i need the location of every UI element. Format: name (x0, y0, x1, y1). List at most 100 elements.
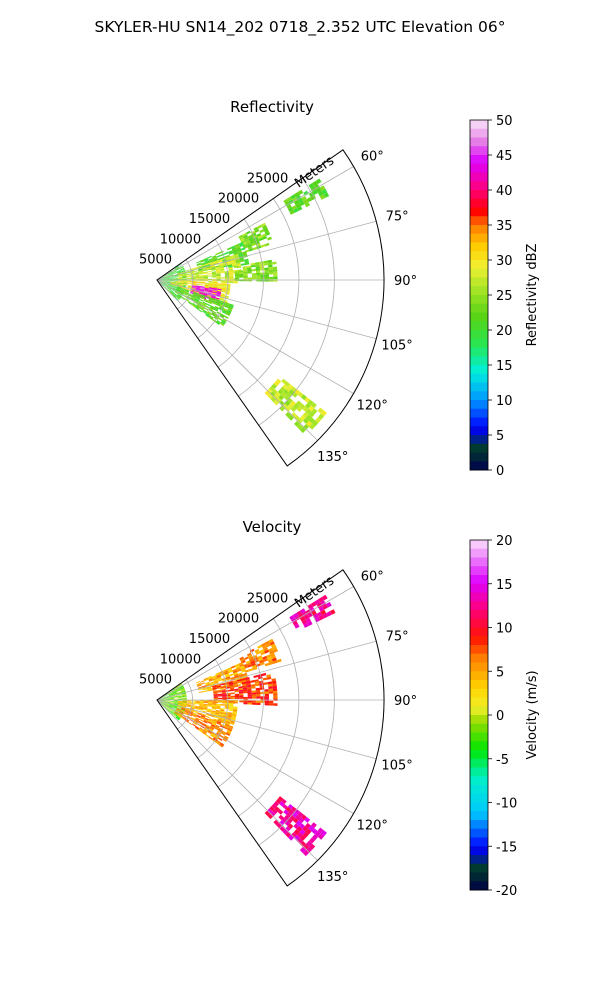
echo-cell-6 (217, 283, 223, 286)
echo-cell-2 (268, 647, 274, 652)
echo-cell-0 (168, 285, 173, 288)
echo-cell-6 (187, 286, 192, 289)
echo-cell-1 (322, 613, 328, 619)
echo-cell-5 (247, 269, 252, 272)
echo-cell-6 (194, 719, 199, 723)
echo-cell-0 (165, 701, 170, 702)
echo-cell-2 (255, 663, 261, 667)
echo-cell-7 (293, 835, 300, 841)
radial-tick-label: 20000 (218, 192, 259, 207)
echo-cell-9 (304, 397, 311, 403)
echo-cell-8 (202, 302, 207, 306)
colorbar-tick-label: 10 (496, 622, 513, 637)
echo-cell-0 (161, 279, 166, 280)
echo-cell-0 (178, 683, 183, 687)
echo-cell-5 (215, 709, 220, 712)
echo-cell-6 (187, 283, 193, 285)
echo-cell-3 (198, 688, 203, 691)
echo-cell-8 (177, 294, 182, 298)
echo-cell-0 (169, 703, 174, 706)
echo-cell-5 (207, 702, 213, 704)
azimuth-tick-label: 75° (386, 210, 409, 225)
echo-cell-0 (169, 698, 175, 700)
echo-cell-0 (173, 700, 179, 702)
echo-cell-4 (227, 260, 232, 264)
echo-cell-5 (178, 701, 183, 703)
echo-cell-0 (170, 290, 174, 294)
colorbar-tick-label: 35 (496, 219, 513, 234)
echo-cell-6 (170, 284, 175, 286)
echo-cell-6 (181, 707, 186, 710)
radial-tick-label: 15000 (189, 212, 230, 227)
echo-cell-6 (204, 286, 209, 289)
echo-cell-6 (214, 725, 220, 729)
echo-cell-0 (181, 270, 186, 272)
echo-cell-6 (174, 284, 180, 286)
echo-cell-6 (224, 725, 229, 729)
echo-cell-4 (234, 697, 240, 699)
echo-cell-4 (216, 684, 221, 687)
echo-cell-4 (225, 256, 231, 260)
echo-cell-4 (216, 277, 221, 279)
echo-cell-6 (205, 715, 210, 719)
echo-cell-2 (251, 242, 256, 247)
echo-cell-4 (231, 261, 237, 265)
echo-cell-4 (195, 276, 200, 278)
echo-cell-6 (219, 742, 225, 747)
echo-cell-5 (238, 270, 244, 273)
echo-cell-3 (238, 661, 244, 666)
echo-cell-5 (273, 279, 278, 282)
echo-cell-4 (272, 688, 278, 692)
echo-cell-0 (179, 685, 184, 689)
echo-cell-2 (264, 640, 270, 645)
echo-cell-2 (271, 646, 277, 651)
echo-cell-6 (217, 719, 222, 723)
echo-cell-2 (246, 242, 252, 246)
echo-cell-0 (165, 701, 170, 703)
echo-cell-2 (262, 644, 268, 650)
echo-cell-9 (296, 417, 303, 424)
echo-cell-0 (160, 696, 165, 699)
echo-cell-5 (212, 703, 217, 705)
echo-cell-4 (230, 695, 235, 698)
echo-cell-0 (181, 270, 186, 273)
echo-cell-0 (168, 692, 173, 695)
echo-cell-8 (179, 291, 184, 294)
echo-cell-3 (226, 247, 232, 251)
echo-cell-7 (296, 832, 303, 838)
echo-cell-4 (241, 679, 246, 683)
echo-cell-0 (160, 281, 165, 284)
echo-cell-4 (186, 275, 191, 277)
echo-cell-4 (206, 268, 212, 271)
echo-cell-6 (187, 713, 192, 717)
echo-cell-5 (190, 702, 196, 705)
echo-cell-0 (164, 284, 168, 288)
echo-cell-2 (240, 238, 245, 242)
echo-cell-5 (267, 262, 273, 266)
echo-cell-7 (208, 288, 214, 291)
echo-cell-4 (222, 694, 227, 697)
echo-cell-6 (210, 734, 215, 738)
echo-cell-2 (259, 649, 265, 654)
echo-cell-5 (260, 274, 265, 278)
echo-cell-4 (199, 275, 204, 277)
echo-cell-4 (194, 273, 200, 276)
echo-cell-8 (183, 292, 189, 295)
echo-cell-6 (216, 720, 222, 724)
colorbar-band (470, 417, 488, 427)
echo-cell-8 (219, 306, 224, 310)
echo-cell-9 (290, 400, 296, 407)
echo-cell-0 (164, 703, 169, 706)
echo-cell-3 (234, 243, 240, 248)
echo-cell-8 (201, 294, 206, 297)
echo-cell-4 (271, 678, 277, 682)
echo-cell-6 (199, 719, 204, 722)
echo-cell-8 (220, 321, 226, 325)
echo-cell-2 (248, 668, 254, 672)
echo-cell-3 (200, 260, 205, 263)
echo-cell-8 (205, 312, 211, 317)
colorbar-tick-label: 5 (496, 429, 504, 444)
echo-cell-6 (180, 709, 185, 713)
echo-cell-5 (182, 703, 187, 705)
echo-cell-0 (176, 716, 181, 720)
